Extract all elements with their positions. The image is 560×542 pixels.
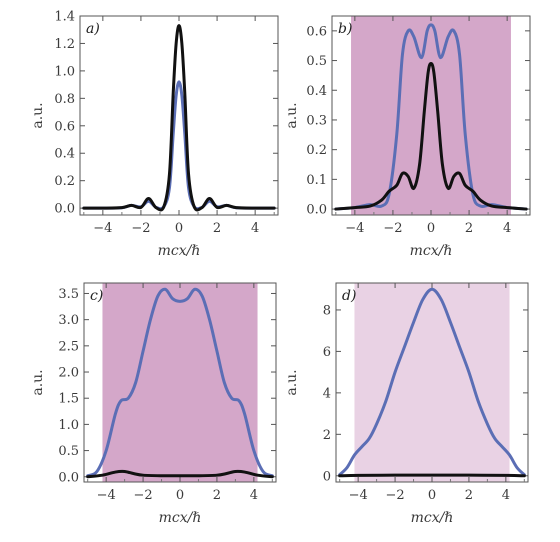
x-tick-label: 4 bbox=[251, 221, 259, 236]
y-tick-label: 1.5 bbox=[58, 392, 79, 407]
y-tick-label: 1.0 bbox=[58, 418, 79, 433]
y-tick-label: 0.4 bbox=[54, 147, 75, 162]
series-line-1 bbox=[86, 287, 274, 478]
y-axis-label: a.u. bbox=[284, 369, 300, 395]
x-tick-label: 0 bbox=[176, 488, 184, 503]
y-tick-label: 8 bbox=[323, 303, 331, 318]
x-tick-label: −2 bbox=[383, 221, 402, 236]
y-tick-label: 2.0 bbox=[58, 366, 79, 381]
x-tick-label: −2 bbox=[133, 488, 152, 503]
y-axis-label: a.u. bbox=[284, 102, 300, 128]
y-tick-label: 0.0 bbox=[54, 202, 75, 217]
y-tick-label: 0.5 bbox=[58, 444, 79, 459]
series-line-2 bbox=[86, 469, 274, 479]
plot-frame bbox=[79, 15, 279, 216]
x-axis-label: mcx/ℏ bbox=[410, 243, 453, 259]
x-axis-label: mcx/ℏ bbox=[158, 243, 201, 259]
series-line-2 bbox=[82, 24, 276, 212]
y-tick-label: 0.5 bbox=[306, 54, 327, 69]
x-tick-label: −2 bbox=[131, 221, 150, 236]
x-tick-label: −4 bbox=[97, 488, 116, 503]
panel-2: −4 −2 0 2 4 0.0 0.1 0.2 0.3 0.4 0.5 0.6 b) mcx/ℏ a.u. bbox=[284, 15, 531, 259]
x-tick-label: 0 bbox=[175, 221, 183, 236]
y-tick-label: 1.0 bbox=[54, 64, 75, 79]
y-tick-label: 3.0 bbox=[58, 313, 79, 328]
y-tick-label: 1.4 bbox=[54, 10, 75, 25]
y-tick-label: 0.2 bbox=[306, 143, 327, 158]
y-tick-label: 3.5 bbox=[58, 287, 79, 302]
y-tick-label: 0.2 bbox=[54, 174, 75, 189]
x-tick-label: 2 bbox=[213, 221, 221, 236]
series-line-1 bbox=[82, 80, 276, 211]
shaded-region bbox=[351, 16, 511, 215]
series-line-2 bbox=[338, 473, 526, 478]
panel-label: d) bbox=[342, 288, 356, 304]
x-tick-label: 0 bbox=[428, 488, 436, 503]
shaded-region bbox=[354, 283, 510, 482]
y-tick-label: 0.4 bbox=[306, 84, 327, 99]
x-tick-label: 2 bbox=[213, 488, 221, 503]
y-tick-label: 0.0 bbox=[306, 203, 327, 218]
y-tick-label: 0.6 bbox=[54, 119, 75, 134]
y-tick-label: 1.2 bbox=[54, 37, 75, 52]
y-tick-label: 0 bbox=[323, 469, 331, 484]
panel-label: c) bbox=[90, 288, 103, 304]
panel-label: a) bbox=[86, 21, 100, 37]
panel-3: −4 −2 0 2 4 0.0 0.5 1.0 1.5 2.0 2.5 3.0 3.5 c) mcx/ℏ a.… bbox=[30, 282, 277, 526]
series-line-1 bbox=[338, 287, 526, 477]
x-axis-label: mcx/ℏ bbox=[411, 510, 454, 526]
x-tick-label: −2 bbox=[385, 488, 404, 503]
series-line-1 bbox=[334, 23, 528, 211]
series-line-2 bbox=[334, 62, 528, 211]
panel-1: −4 −2 0 2 4 0.0 0.2 0.4 0.6 0.8 1.0 1.2 1.4 a) mcx/ℏ a.… bbox=[30, 10, 279, 259]
x-tick-label: −4 bbox=[345, 221, 364, 236]
y-axis-label: a.u. bbox=[30, 369, 46, 395]
x-tick-label: 4 bbox=[250, 488, 258, 503]
x-axis-label: mcx/ℏ bbox=[159, 510, 202, 526]
y-tick-label: 0.1 bbox=[306, 173, 327, 188]
y-tick-label: 0.8 bbox=[54, 92, 75, 107]
panel-4: −4 −2 0 2 4 0 2 4 6 8 d) mcx/ℏ a.u. bbox=[284, 282, 529, 526]
y-tick-label: 2 bbox=[323, 428, 331, 443]
y-tick-label: 0.0 bbox=[58, 470, 79, 485]
y-tick-label: 0.3 bbox=[306, 113, 327, 128]
x-tick-label: 0 bbox=[427, 221, 435, 236]
x-tick-label: 2 bbox=[465, 221, 473, 236]
y-axis-label: a.u. bbox=[30, 102, 46, 128]
x-tick-label: −4 bbox=[93, 221, 112, 236]
x-tick-label: 2 bbox=[465, 488, 473, 503]
shaded-region bbox=[102, 283, 258, 482]
y-tick-label: 2.5 bbox=[58, 339, 79, 354]
y-tick-label: 6 bbox=[323, 345, 331, 360]
y-tick-label: 4 bbox=[323, 386, 331, 401]
y-tick-label: 0.6 bbox=[306, 24, 327, 39]
x-tick-label: 4 bbox=[503, 221, 511, 236]
x-tick-label: 4 bbox=[502, 488, 510, 503]
panel-label: b) bbox=[338, 21, 352, 37]
x-tick-label: −4 bbox=[349, 488, 368, 503]
